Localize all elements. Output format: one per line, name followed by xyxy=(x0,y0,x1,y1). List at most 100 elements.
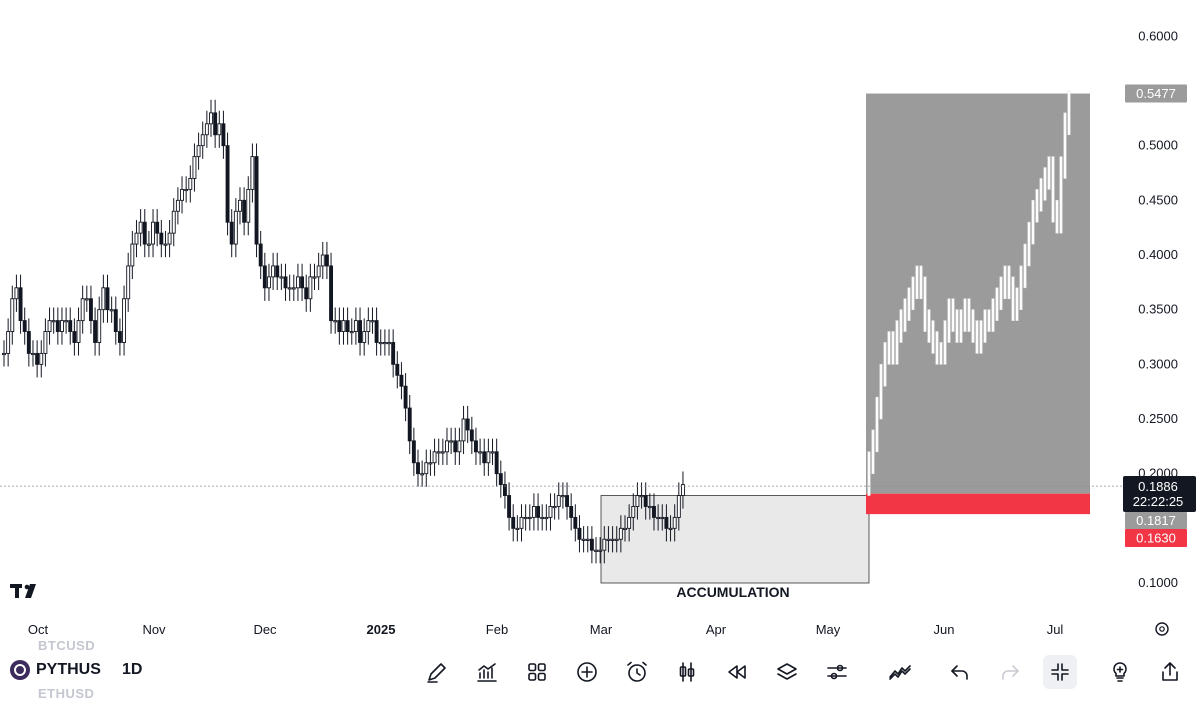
plus-circle-icon[interactable] xyxy=(570,655,604,689)
candle xyxy=(258,243,263,267)
undo-icon[interactable] xyxy=(943,655,977,689)
candle xyxy=(391,342,396,365)
tradingview-logo-icon xyxy=(10,584,36,598)
candle xyxy=(569,506,574,518)
projection-candle xyxy=(923,276,927,332)
collapse-icon[interactable] xyxy=(1043,655,1077,689)
candle xyxy=(627,516,632,529)
projection-candle xyxy=(1047,156,1051,190)
target-price-label-bg xyxy=(1125,84,1187,103)
projection-candle xyxy=(871,429,875,474)
candle xyxy=(581,538,586,541)
candle xyxy=(337,320,342,332)
candle xyxy=(531,506,536,518)
projection-candle xyxy=(963,298,967,332)
replay-icon[interactable] xyxy=(720,655,754,689)
candle xyxy=(345,320,350,332)
candle xyxy=(204,123,209,136)
candle xyxy=(614,538,619,541)
projection-candle xyxy=(919,265,923,300)
trend-icon[interactable] xyxy=(883,655,917,689)
candle xyxy=(424,462,429,475)
candle xyxy=(536,506,541,518)
alarm-icon[interactable] xyxy=(620,655,654,689)
candle xyxy=(461,418,466,442)
candle xyxy=(242,199,247,223)
candle xyxy=(349,331,354,334)
candle xyxy=(362,331,367,343)
projection-candle xyxy=(1019,265,1023,310)
axis-settings-icon[interactable] xyxy=(1155,622,1169,636)
x-tick-label: Feb xyxy=(486,622,508,637)
projection-candle xyxy=(983,309,987,343)
candle xyxy=(39,352,44,365)
candle xyxy=(565,495,569,507)
x-tick-label: Apr xyxy=(706,622,727,637)
projection-candle xyxy=(887,331,891,365)
symbol-selector[interactable]: PYTHUS xyxy=(10,660,101,680)
x-tick-label: May xyxy=(816,622,841,637)
timeframe-button[interactable]: 1D xyxy=(122,661,143,678)
projection-candle xyxy=(967,298,971,332)
grid-icon[interactable] xyxy=(520,655,554,689)
candle xyxy=(130,243,135,267)
candle xyxy=(664,516,669,529)
pen-icon[interactable] xyxy=(420,655,454,689)
candle xyxy=(163,243,168,246)
candle xyxy=(544,516,549,520)
candle xyxy=(126,265,131,300)
candle xyxy=(573,516,578,529)
candle xyxy=(577,527,582,540)
projection-candle xyxy=(867,451,871,496)
candle xyxy=(341,320,346,332)
price-chart[interactable]: ACCUMULATION 0.6000 0.5000 0.4500 0.4000 0.3… xyxy=(0,0,1200,645)
candle xyxy=(60,320,64,332)
candle xyxy=(316,265,321,278)
candle xyxy=(271,265,276,278)
candle xyxy=(217,123,222,136)
candle xyxy=(540,516,545,520)
redo-icon[interactable] xyxy=(993,655,1027,689)
candle xyxy=(113,309,118,332)
projection-candle xyxy=(903,298,907,332)
projection-candle xyxy=(1003,265,1007,300)
candle xyxy=(606,538,611,541)
candle xyxy=(151,221,155,245)
candle xyxy=(233,210,238,245)
indicators-icon[interactable] xyxy=(470,655,504,689)
settings-sliders-icon[interactable] xyxy=(820,655,854,689)
candle xyxy=(556,495,561,507)
candle xyxy=(55,320,60,332)
candle xyxy=(465,418,470,431)
candle xyxy=(445,440,449,453)
x-tick-label: Oct xyxy=(28,622,49,637)
candle xyxy=(43,331,48,354)
candles-icon[interactable] xyxy=(670,655,704,689)
projection-candle xyxy=(947,298,951,343)
projection-candle xyxy=(1063,112,1067,179)
projection-candle xyxy=(1007,265,1011,300)
candle xyxy=(428,462,433,465)
candle xyxy=(167,232,172,245)
chart-canvas[interactable]: ACCUMULATION 0.6000 0.5000 0.4500 0.4000 0.3… xyxy=(0,0,1200,645)
share-icon[interactable] xyxy=(1153,655,1187,689)
candle xyxy=(329,265,334,322)
candle xyxy=(449,440,454,443)
y-tick-label: 0.6000 xyxy=(1138,28,1178,43)
layers-icon[interactable] xyxy=(770,655,804,689)
projection-candle xyxy=(1011,276,1015,321)
countdown-label: 22:22:25 xyxy=(1133,494,1184,509)
y-tick-label: 0.5000 xyxy=(1138,138,1178,153)
y-tick-label: 0.4000 xyxy=(1138,247,1178,262)
candle xyxy=(238,199,242,212)
candle xyxy=(469,429,474,442)
projection-candle xyxy=(1051,156,1055,223)
candle xyxy=(358,320,362,343)
projection-candle xyxy=(907,287,911,321)
lightbulb-icon[interactable] xyxy=(1103,655,1137,689)
candle xyxy=(304,287,309,300)
candle xyxy=(403,385,408,409)
candle xyxy=(26,331,31,354)
candle xyxy=(320,254,325,267)
candle xyxy=(225,145,230,223)
